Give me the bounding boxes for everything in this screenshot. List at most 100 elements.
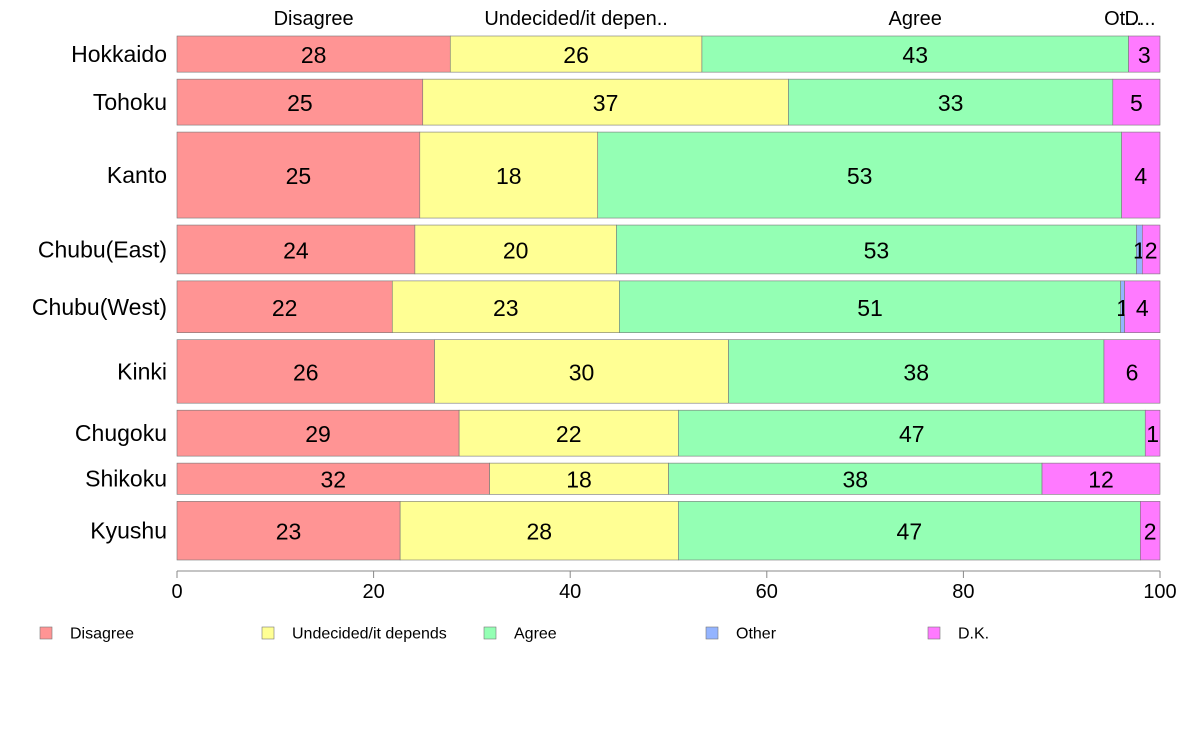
bar-segment [489, 462, 669, 495]
bar-segment [1121, 131, 1161, 219]
y-label-chubu-west-: Chubu(West) [32, 294, 167, 320]
top-labels: Disagree Undecided/it depen.. Agree Ot...D.… [274, 8, 1156, 30]
bar-segment [399, 501, 679, 561]
legend-swatch [39, 626, 53, 640]
data-label: 12 [1088, 467, 1114, 493]
legend-label: Agree [514, 626, 557, 643]
bar-segment [678, 501, 1141, 561]
x-tick-label: 60 [756, 581, 778, 603]
data-label: 28 [526, 519, 552, 545]
legend-swatch [261, 626, 275, 640]
x-axis: 0 20 40 60 80 100 [171, 570, 1177, 603]
bar-segment [1140, 501, 1161, 561]
bar-segment [1041, 462, 1161, 495]
y-label-shikoku: Shikoku [85, 466, 167, 492]
bar-segment [176, 224, 416, 275]
bar-segment [788, 78, 1114, 126]
bar-segment [391, 280, 620, 333]
bar-segment [1103, 339, 1161, 404]
bar-segment [1112, 78, 1161, 126]
bar-segment [176, 339, 435, 404]
y-label-chugoku: Chugoku [75, 420, 167, 446]
data-label: 2 [1144, 519, 1157, 545]
data-label: 43 [902, 42, 928, 68]
legend-swatch [927, 626, 941, 640]
bar-segment [597, 131, 1122, 219]
bar-segment [668, 462, 1043, 495]
data-label: 23 [493, 295, 519, 321]
y-axis-labels: Hokkaido Tohoku Kanto Chubu(East) Chubu(West… [32, 41, 167, 544]
data-label: 25 [286, 163, 312, 189]
data-label: 4 [1134, 163, 1147, 189]
data-label: 29 [305, 421, 331, 447]
legend-swatch [705, 626, 719, 640]
data-label: 2 [1145, 237, 1158, 263]
bar-segment [422, 78, 789, 126]
bar-segment [449, 35, 703, 73]
bar-segment [1124, 280, 1161, 333]
data-label: 47 [899, 421, 925, 447]
bar-segment [434, 339, 729, 404]
data-label: 33 [938, 90, 964, 116]
x-tick-label: 100 [1143, 581, 1176, 603]
bar-segment [728, 339, 1105, 404]
y-label-kanto: Kanto [107, 162, 167, 188]
data-label: 30 [569, 359, 595, 385]
bar-segment [616, 224, 1137, 275]
bar-segment [458, 409, 679, 457]
data-label: 26 [563, 42, 589, 68]
legend: Disagree Undecided/it depends Agree Other D.… [39, 626, 989, 643]
legend-label: Undecided/it depends [292, 626, 447, 643]
data-label: 3 [1138, 42, 1151, 68]
data-label: 22 [272, 295, 298, 321]
data-label: 32 [321, 467, 347, 493]
top-label: Undecided/it depen.. [484, 8, 667, 30]
y-label-chubu-east-: Chubu(East) [38, 236, 167, 262]
data-label: 4 [1136, 295, 1149, 321]
data-label: 18 [566, 467, 592, 493]
x-tick-label: 40 [559, 581, 581, 603]
data-label: 28 [301, 42, 327, 68]
bar-segment [1144, 409, 1161, 457]
data-label: 53 [864, 237, 890, 263]
legend-label: D.K. [958, 626, 989, 643]
bar-segment [1128, 35, 1161, 73]
data-label: 5 [1130, 90, 1143, 116]
top-label: Agree [889, 8, 942, 30]
bar-segment [176, 131, 421, 219]
data-label: 51 [857, 295, 883, 321]
bar-segment [176, 280, 393, 333]
x-tick-label: 80 [952, 581, 974, 603]
y-label-kinki: Kinki [117, 358, 167, 384]
top-label: Ot... [1104, 8, 1142, 30]
bar-segment [176, 78, 424, 126]
data-label: 20 [503, 237, 529, 263]
data-label: 38 [842, 467, 868, 493]
legend-label: Other [736, 626, 777, 643]
data-label: 24 [283, 237, 309, 263]
x-tick-label: 0 [171, 581, 182, 603]
bar-segment [1142, 224, 1161, 275]
data-label: 1 [1146, 421, 1159, 447]
y-label-kyushu: Kyushu [90, 518, 167, 544]
data-label: 37 [593, 90, 619, 116]
bar-segment [419, 131, 599, 219]
y-label-tohoku: Tohoku [93, 89, 167, 115]
data-label: 22 [556, 421, 582, 447]
data-label: 26 [293, 359, 319, 385]
bar-segment [176, 409, 460, 457]
top-label: D... [1124, 8, 1155, 30]
data-label: 18 [496, 163, 522, 189]
data-label: 6 [1126, 359, 1139, 385]
data-label: 47 [897, 519, 923, 545]
bar-segment [619, 280, 1121, 333]
data-label: 38 [903, 359, 929, 385]
bar-segment [176, 462, 490, 495]
legend-swatch [483, 626, 497, 640]
x-tick-label: 20 [362, 581, 384, 603]
bar-segment [414, 224, 617, 275]
data-label: 25 [287, 90, 313, 116]
data-label: 23 [276, 519, 302, 545]
